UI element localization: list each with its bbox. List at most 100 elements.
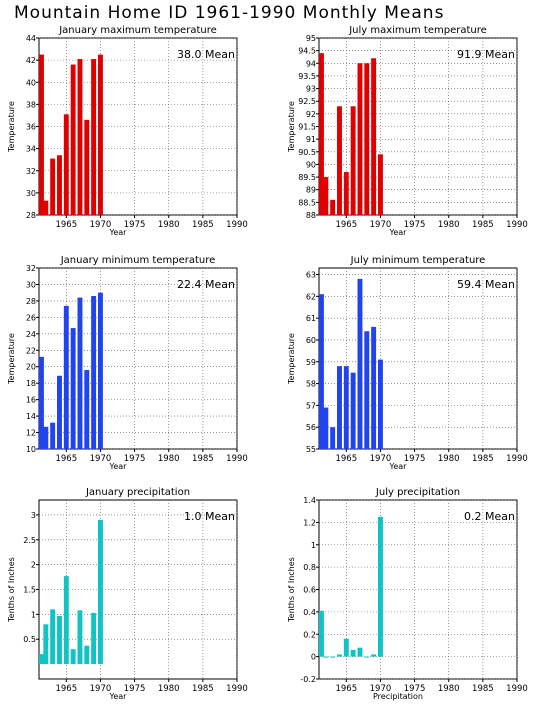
y-tick-label: 92 — [306, 110, 316, 119]
mean-annotation: 91.9 Mean — [457, 48, 515, 61]
y-tick-label: 1 — [311, 541, 316, 550]
bar-1964 — [337, 106, 342, 215]
y-tick-label: 38 — [26, 100, 36, 109]
bar-1969 — [371, 58, 377, 215]
y-axis-label: Tenths of Inches — [7, 557, 16, 623]
y-tick-label: 0.5 — [23, 635, 36, 644]
bar-1968 — [84, 370, 90, 449]
x-axis-label: Year — [109, 462, 128, 471]
bar-1969 — [371, 654, 377, 657]
y-tick-label: 56 — [306, 423, 316, 432]
bar-1964 — [57, 155, 62, 215]
bar-1963 — [50, 422, 56, 449]
chart-jan-precip: 0.5 1 1.5 2 2.5 3 1965 1970 1975 1980 1985 1990 Janu… — [7, 487, 248, 701]
x-tick-label: 1970 — [90, 454, 112, 464]
bar-1961 — [319, 610, 324, 657]
y-tick-label: 2.5 — [23, 536, 36, 545]
x-tick-label: 1985 — [472, 454, 494, 464]
bar-1966 — [350, 106, 356, 215]
bar-1968 — [364, 63, 370, 216]
y-tick-label: 30 — [26, 280, 36, 289]
y-tick-label: 88 — [306, 211, 316, 220]
y-tick-label: 89.5 — [298, 173, 316, 182]
x-tick-label: 1975 — [124, 454, 146, 464]
x-tick-label: 1965 — [55, 454, 77, 464]
y-axis-label: Temperature — [287, 333, 296, 385]
y-tick-label: 0.8 — [303, 563, 316, 572]
bar-1969 — [91, 59, 97, 215]
y-tick-label: 57 — [306, 401, 316, 410]
x-tick-label: 1980 — [158, 684, 180, 694]
x-tick-label: 1975 — [404, 454, 426, 464]
bar-1961 — [39, 356, 44, 449]
bar-1970 — [97, 519, 103, 665]
bar-1962 — [43, 426, 49, 449]
x-tick-label: 1975 — [404, 684, 426, 694]
y-tick-label: 32 — [26, 264, 36, 273]
y-tick-label: 26 — [26, 313, 36, 322]
x-tick-label: 1990 — [226, 220, 248, 230]
y-tick-label: 90 — [306, 160, 316, 169]
bar-1967 — [357, 278, 363, 449]
bar-1969 — [91, 295, 97, 449]
y-tick-label: 32 — [26, 167, 36, 176]
mean-annotation: 0.2 Mean — [464, 510, 515, 523]
x-tick-label: 1975 — [124, 220, 146, 230]
y-axis-label: Temperature — [7, 101, 16, 153]
bar-1962 — [323, 177, 329, 215]
x-tick-label: 1985 — [192, 684, 214, 694]
bar-1968 — [364, 656, 370, 658]
chart-jan-min: 10 12 14 16 18 20 22 24 26 28 30 32 1965 1970 1975 1980… — [7, 255, 248, 471]
bar-1963 — [330, 199, 336, 215]
x-axis-label: Year — [109, 692, 128, 701]
bar-1963 — [50, 609, 56, 665]
y-tick-label: 36 — [26, 123, 36, 132]
y-tick-label: 34 — [26, 145, 36, 154]
bar-1970 — [377, 154, 383, 215]
bar-1963 — [50, 158, 56, 215]
y-tick-label: 1 — [31, 610, 36, 619]
bar-1962 — [323, 656, 329, 658]
main-title: Mountain Home ID 1961-1990 Monthly Means — [14, 3, 445, 23]
bar-1962 — [43, 200, 49, 215]
y-tick-label: 93 — [306, 85, 316, 94]
bar-1966 — [70, 64, 76, 215]
mean-annotation: 22.4 Mean — [177, 278, 235, 291]
y-tick-label: 1.4 — [303, 496, 316, 505]
x-tick-label: 1970 — [370, 220, 392, 230]
bar-1965 — [343, 638, 349, 657]
x-tick-label: 1980 — [438, 220, 460, 230]
y-axis-label: Temperature — [287, 101, 296, 153]
bar-1967 — [77, 59, 83, 215]
bar-1966 — [70, 649, 76, 665]
bar-1961 — [39, 654, 44, 665]
y-tick-label: 92.5 — [298, 97, 316, 106]
x-tick-label: 1975 — [124, 684, 146, 694]
y-tick-label: 14 — [26, 412, 36, 421]
bar-1965 — [63, 305, 69, 449]
y-tick-label: 44 — [26, 34, 36, 43]
x-tick-label: 1970 — [90, 684, 112, 694]
y-tick-label: 2 — [31, 561, 36, 570]
x-tick-label: 1990 — [226, 684, 248, 694]
y-tick-label: 88.5 — [298, 198, 316, 207]
y-tick-label: 90.5 — [298, 148, 316, 157]
bar-1962 — [43, 624, 49, 665]
bar-1966 — [350, 372, 356, 449]
bar-1963 — [330, 656, 336, 658]
bar-1964 — [337, 366, 342, 449]
y-tick-label: 0.2 — [303, 630, 316, 639]
y-axis-label: Temperature — [7, 333, 16, 385]
bar-1969 — [91, 612, 97, 665]
chart-title: July maximum temperature — [348, 25, 487, 36]
x-tick-label: 1985 — [192, 220, 214, 230]
bar-1963 — [330, 427, 336, 449]
y-tick-label: 22 — [26, 346, 36, 355]
x-tick-label: 1970 — [370, 454, 392, 464]
x-tick-label: 1980 — [158, 454, 180, 464]
mean-annotation: 38.0 Mean — [177, 48, 235, 61]
bar-1964 — [57, 615, 62, 665]
bar-1967 — [77, 297, 83, 449]
bar-1965 — [343, 172, 349, 215]
